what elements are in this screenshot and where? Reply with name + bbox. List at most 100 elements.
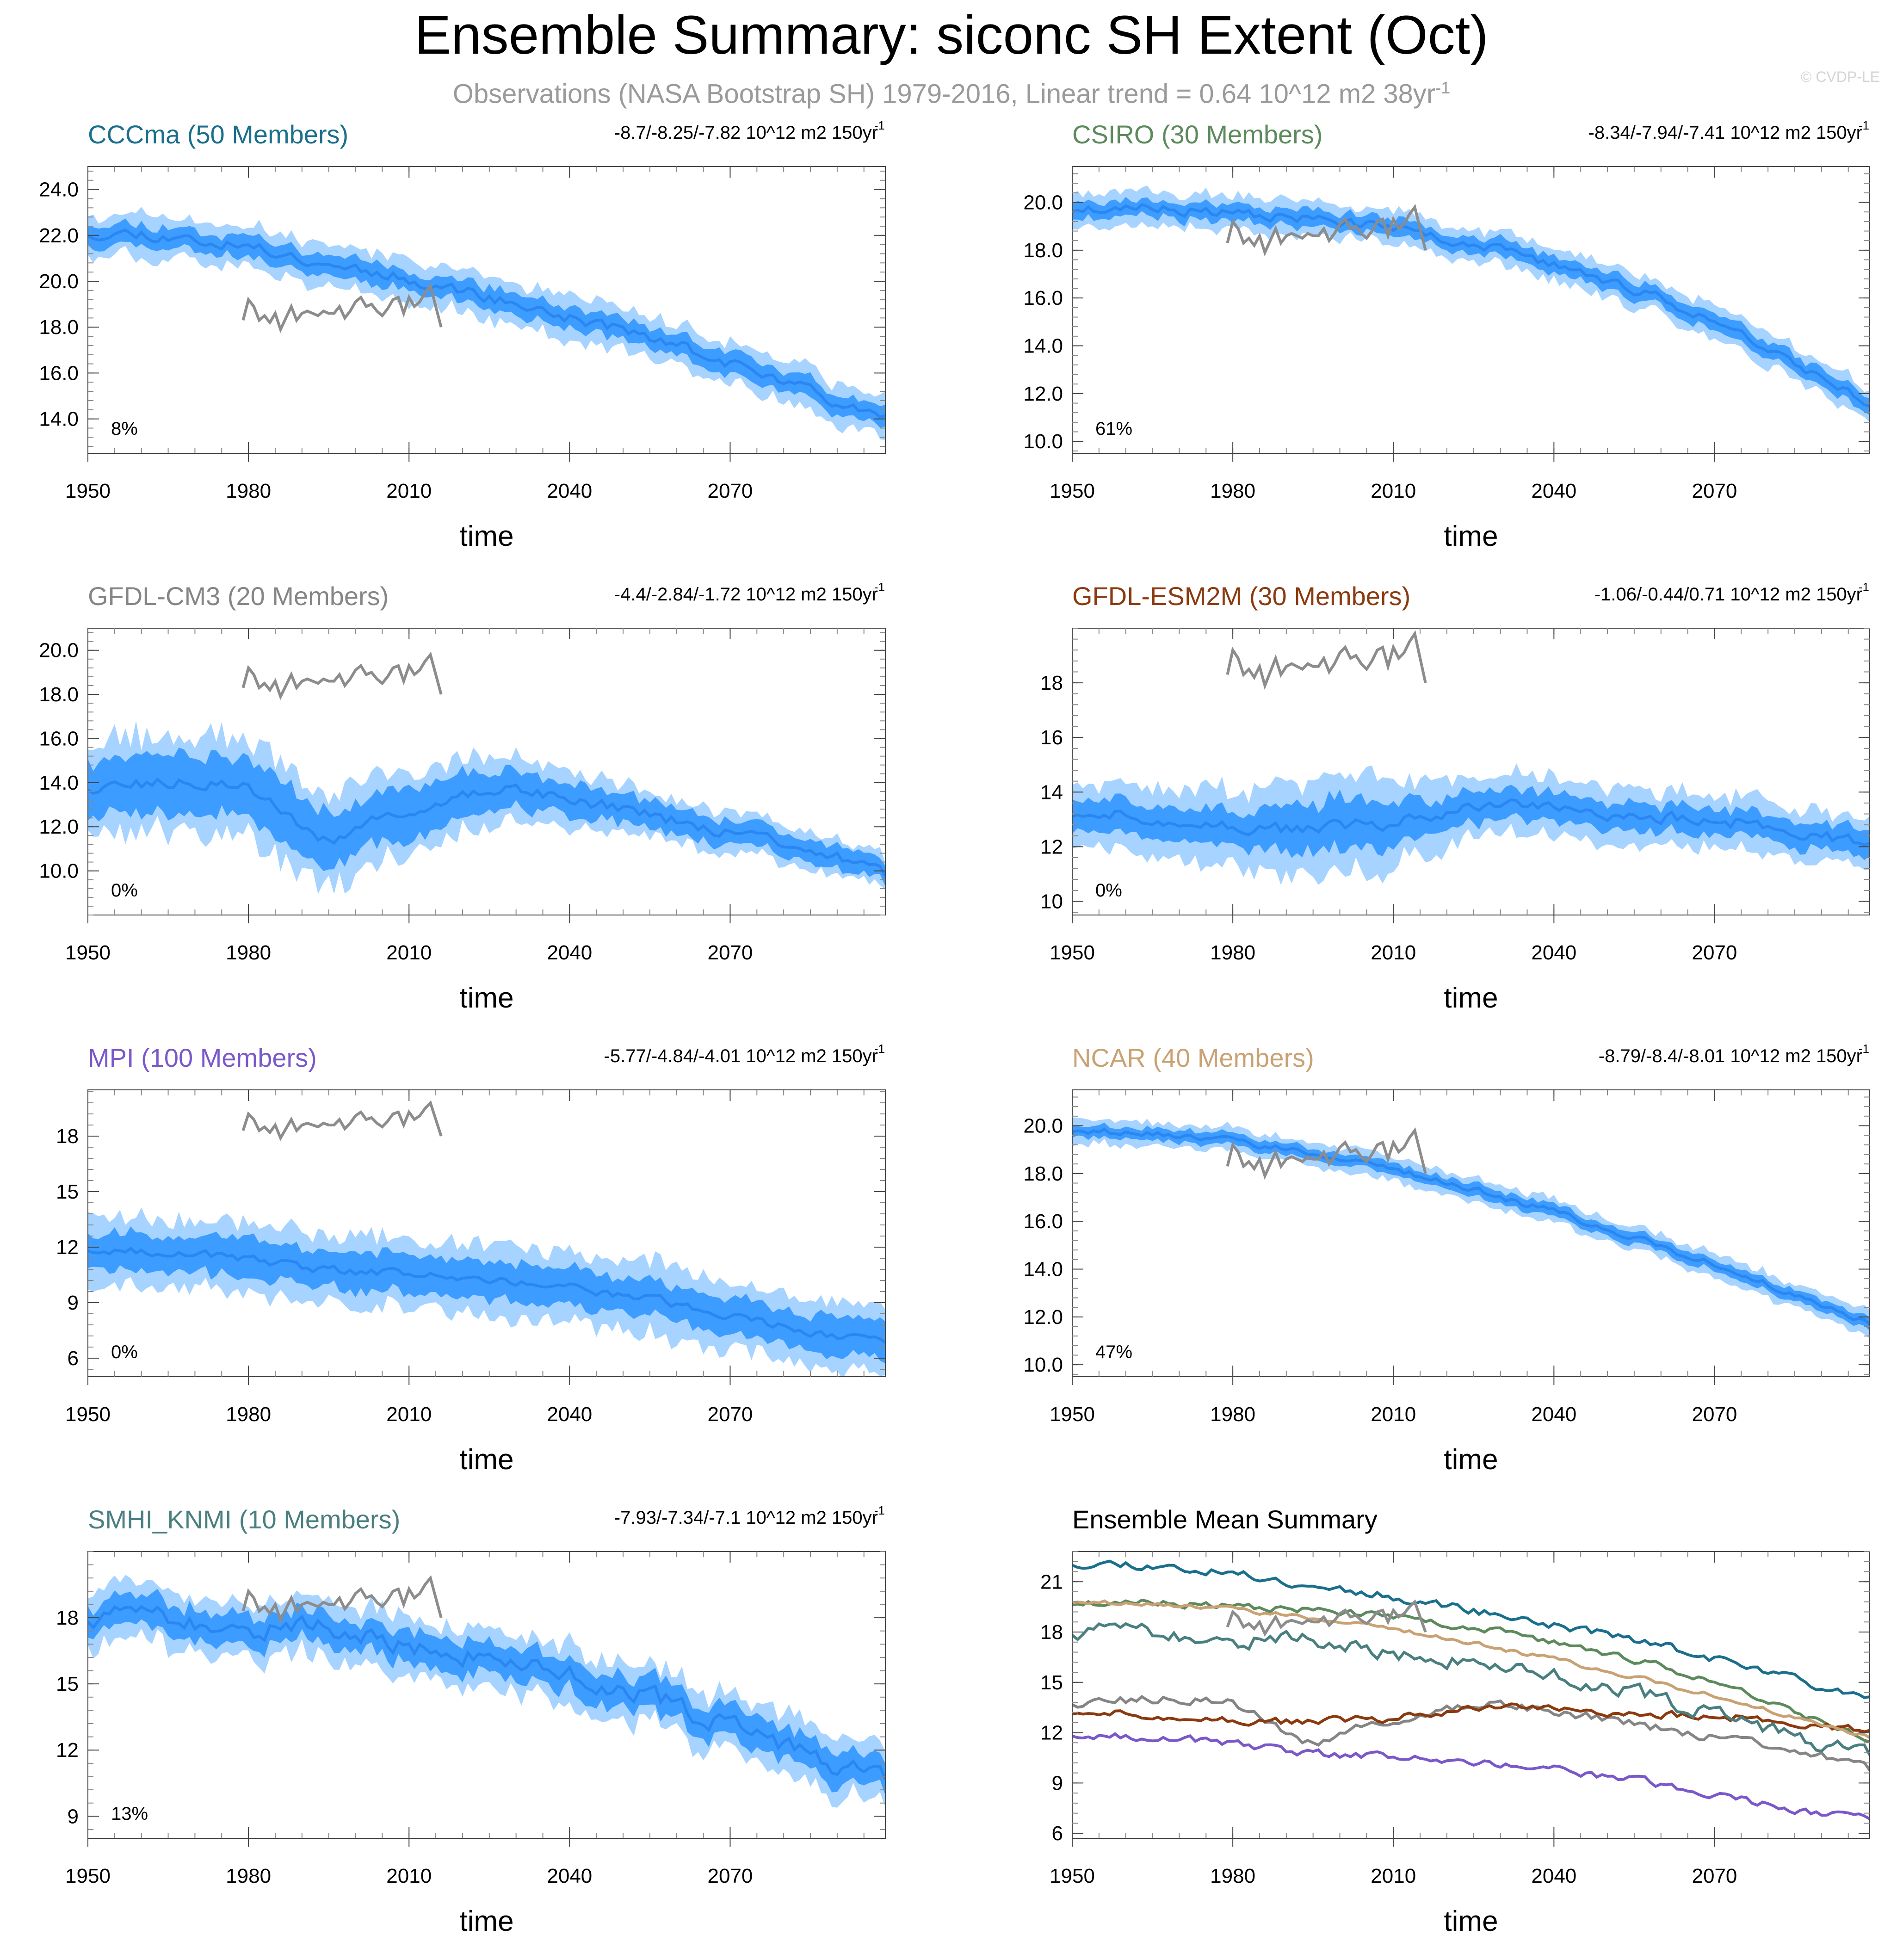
y-tick-label: 16.0 xyxy=(1023,287,1063,309)
observations-line xyxy=(1226,1599,1427,1637)
observations-line xyxy=(241,1575,443,1624)
y-tick-label: 21 xyxy=(1040,1570,1063,1593)
x-tick-label: 1980 xyxy=(1210,480,1255,502)
x-tick-label: 1980 xyxy=(1210,1865,1255,1887)
x-axis-label: time xyxy=(1444,982,1498,1014)
trend-exponent: -1 xyxy=(874,1042,885,1056)
inner-range-band xyxy=(88,748,885,887)
observations-line xyxy=(1226,204,1427,257)
x-tick-label: 2010 xyxy=(386,1865,432,1887)
trend-text: -5.77/-4.84/-4.01 10^12 m2 150yr xyxy=(604,1046,878,1066)
inner-range-band xyxy=(88,1589,885,1795)
x-tick-label: 2040 xyxy=(547,1865,592,1887)
ensemble-mean-line xyxy=(1072,798,1870,847)
x-tick-label: 1980 xyxy=(226,1403,271,1426)
x-tick-label: 2010 xyxy=(1371,1865,1416,1887)
x-axis-label: time xyxy=(459,520,513,552)
outer-range-band xyxy=(1072,763,1870,885)
y-tick-label: 10.0 xyxy=(1023,1354,1063,1376)
y-tick-label: 12 xyxy=(1040,1722,1063,1744)
y-tick-label: 20.0 xyxy=(39,639,79,662)
trend-text: -4.4/-2.84/-1.72 10^12 m2 150yr xyxy=(614,584,878,605)
panel-title: CCCma (50 Members) xyxy=(88,120,348,149)
trend-text: -8.79/-8.4/-8.01 10^12 m2 150yr xyxy=(1599,1046,1862,1066)
observations-line xyxy=(241,283,443,334)
ensemble-mean-line xyxy=(1072,1127,1870,1325)
y-tick-label: 12.0 xyxy=(39,816,79,838)
subtitle-text: Observations (NASA Bootstrap SH) 1979-20… xyxy=(452,79,1436,109)
inner-range-band xyxy=(1072,197,1870,415)
panel-gfdl-esm2m: GFDL-ESM2M (30 Members) -1.06/-0.44/0.71 … xyxy=(1040,580,1870,1014)
series-line-cccma xyxy=(1072,1559,1870,1700)
y-tick-label: 18.0 xyxy=(1023,1162,1063,1185)
y-tick-label: 16 xyxy=(1040,726,1063,749)
x-tick-label: 1950 xyxy=(65,1403,111,1426)
y-tick-label: 12 xyxy=(56,1236,79,1259)
subtitle-exponent: -1 xyxy=(1435,78,1451,97)
figure-title: Ensemble Summary: siconc SH Extent (Oct) xyxy=(414,5,1489,66)
plot-area xyxy=(1072,185,1870,422)
y-tick-label: 14.0 xyxy=(1023,335,1063,358)
axes-frame xyxy=(87,628,886,915)
y-tick-label: 9 xyxy=(68,1292,79,1314)
y-tick-label: 9 xyxy=(68,1805,79,1828)
y-tick-label: 6 xyxy=(68,1347,79,1370)
x-tick-label: 2070 xyxy=(708,1403,753,1426)
y-tick-label: 14.0 xyxy=(39,772,79,794)
plot-area xyxy=(88,1575,885,1808)
inner-range-band xyxy=(1072,1122,1870,1331)
y-tick-label: 18 xyxy=(56,1607,79,1629)
x-tick-label: 1950 xyxy=(65,480,111,502)
series-line-gfdl-esm2m xyxy=(1072,1702,1870,1733)
x-tick-label: 1950 xyxy=(1050,941,1095,964)
x-tick-label: 2070 xyxy=(708,1865,753,1887)
y-tick-label: 18 xyxy=(1040,672,1063,694)
y-tick-label: 16.0 xyxy=(1023,1210,1063,1233)
x-tick-label: 1950 xyxy=(65,1865,111,1887)
panel-title: MPI (100 Members) xyxy=(88,1043,317,1072)
percentile-label: 61% xyxy=(1095,419,1132,439)
ensemble-mean-line xyxy=(88,229,885,419)
percentile-label: 8% xyxy=(111,419,138,439)
plot-area xyxy=(1072,1559,1870,1820)
x-tick-label: 2010 xyxy=(1371,1403,1416,1426)
ensemble-mean-line xyxy=(88,1246,885,1344)
panel-title: GFDL-ESM2M (30 Members) xyxy=(1072,581,1410,611)
axes-frame xyxy=(87,166,886,454)
axes-frame xyxy=(1072,166,1870,454)
axes-frame xyxy=(87,1089,886,1377)
x-axis-label: time xyxy=(1444,1444,1498,1476)
outer-range-band xyxy=(88,1575,885,1808)
y-tick-label: 10.0 xyxy=(1023,430,1063,453)
x-tick-label: 2070 xyxy=(1692,1403,1737,1426)
axes-frame xyxy=(1072,628,1870,915)
x-tick-label: 2040 xyxy=(1531,1403,1576,1426)
x-tick-label: 1950 xyxy=(1050,480,1095,502)
panel-cccma: CCCma (50 Members) -8.7/-8.25/-7.82 10^12… xyxy=(39,118,886,552)
x-tick-label: 2010 xyxy=(386,941,432,964)
y-tick-label: 15 xyxy=(1040,1671,1063,1694)
trend-text: -8.34/-7.94/-7.41 10^12 m2 150yr xyxy=(1588,123,1862,143)
observations-subtitle: Observations (NASA Bootstrap SH) 1979-20… xyxy=(0,78,1903,110)
observations-line xyxy=(241,1100,443,1141)
x-tick-label: 2040 xyxy=(1531,480,1576,502)
panel-ncar: NCAR (40 Members) -8.79/-8.4/-8.01 10^12 … xyxy=(1023,1042,1870,1476)
trend-exponent: -1 xyxy=(874,1503,885,1517)
y-tick-label: 9 xyxy=(1052,1772,1063,1794)
y-tick-label: 14.0 xyxy=(1023,1258,1063,1281)
panel-csiro: CSIRO (30 Members) -8.34/-7.94/-7.41 10^1… xyxy=(1023,118,1870,552)
x-tick-label: 2070 xyxy=(1692,480,1737,502)
y-tick-label: 20.0 xyxy=(1023,1115,1063,1138)
panel-smhi-knmi: SMHI_KNMI (10 Members) -7.93/-7.34/-7.1 1… xyxy=(56,1503,886,1937)
y-tick-label: 12 xyxy=(1040,835,1063,858)
observations-line xyxy=(1226,630,1427,690)
x-tick-label: 2040 xyxy=(547,941,592,964)
trend-exponent: -1 xyxy=(1859,118,1869,132)
plot-area xyxy=(88,1100,885,1377)
x-tick-label: 2040 xyxy=(1531,941,1576,964)
y-tick-label: 12.0 xyxy=(1023,1306,1063,1329)
panel-mpi: MPI (100 Members) -5.77/-4.84/-4.01 10^12… xyxy=(56,1042,886,1476)
x-tick-label: 1980 xyxy=(226,941,271,964)
y-tick-label: 18.0 xyxy=(39,683,79,706)
